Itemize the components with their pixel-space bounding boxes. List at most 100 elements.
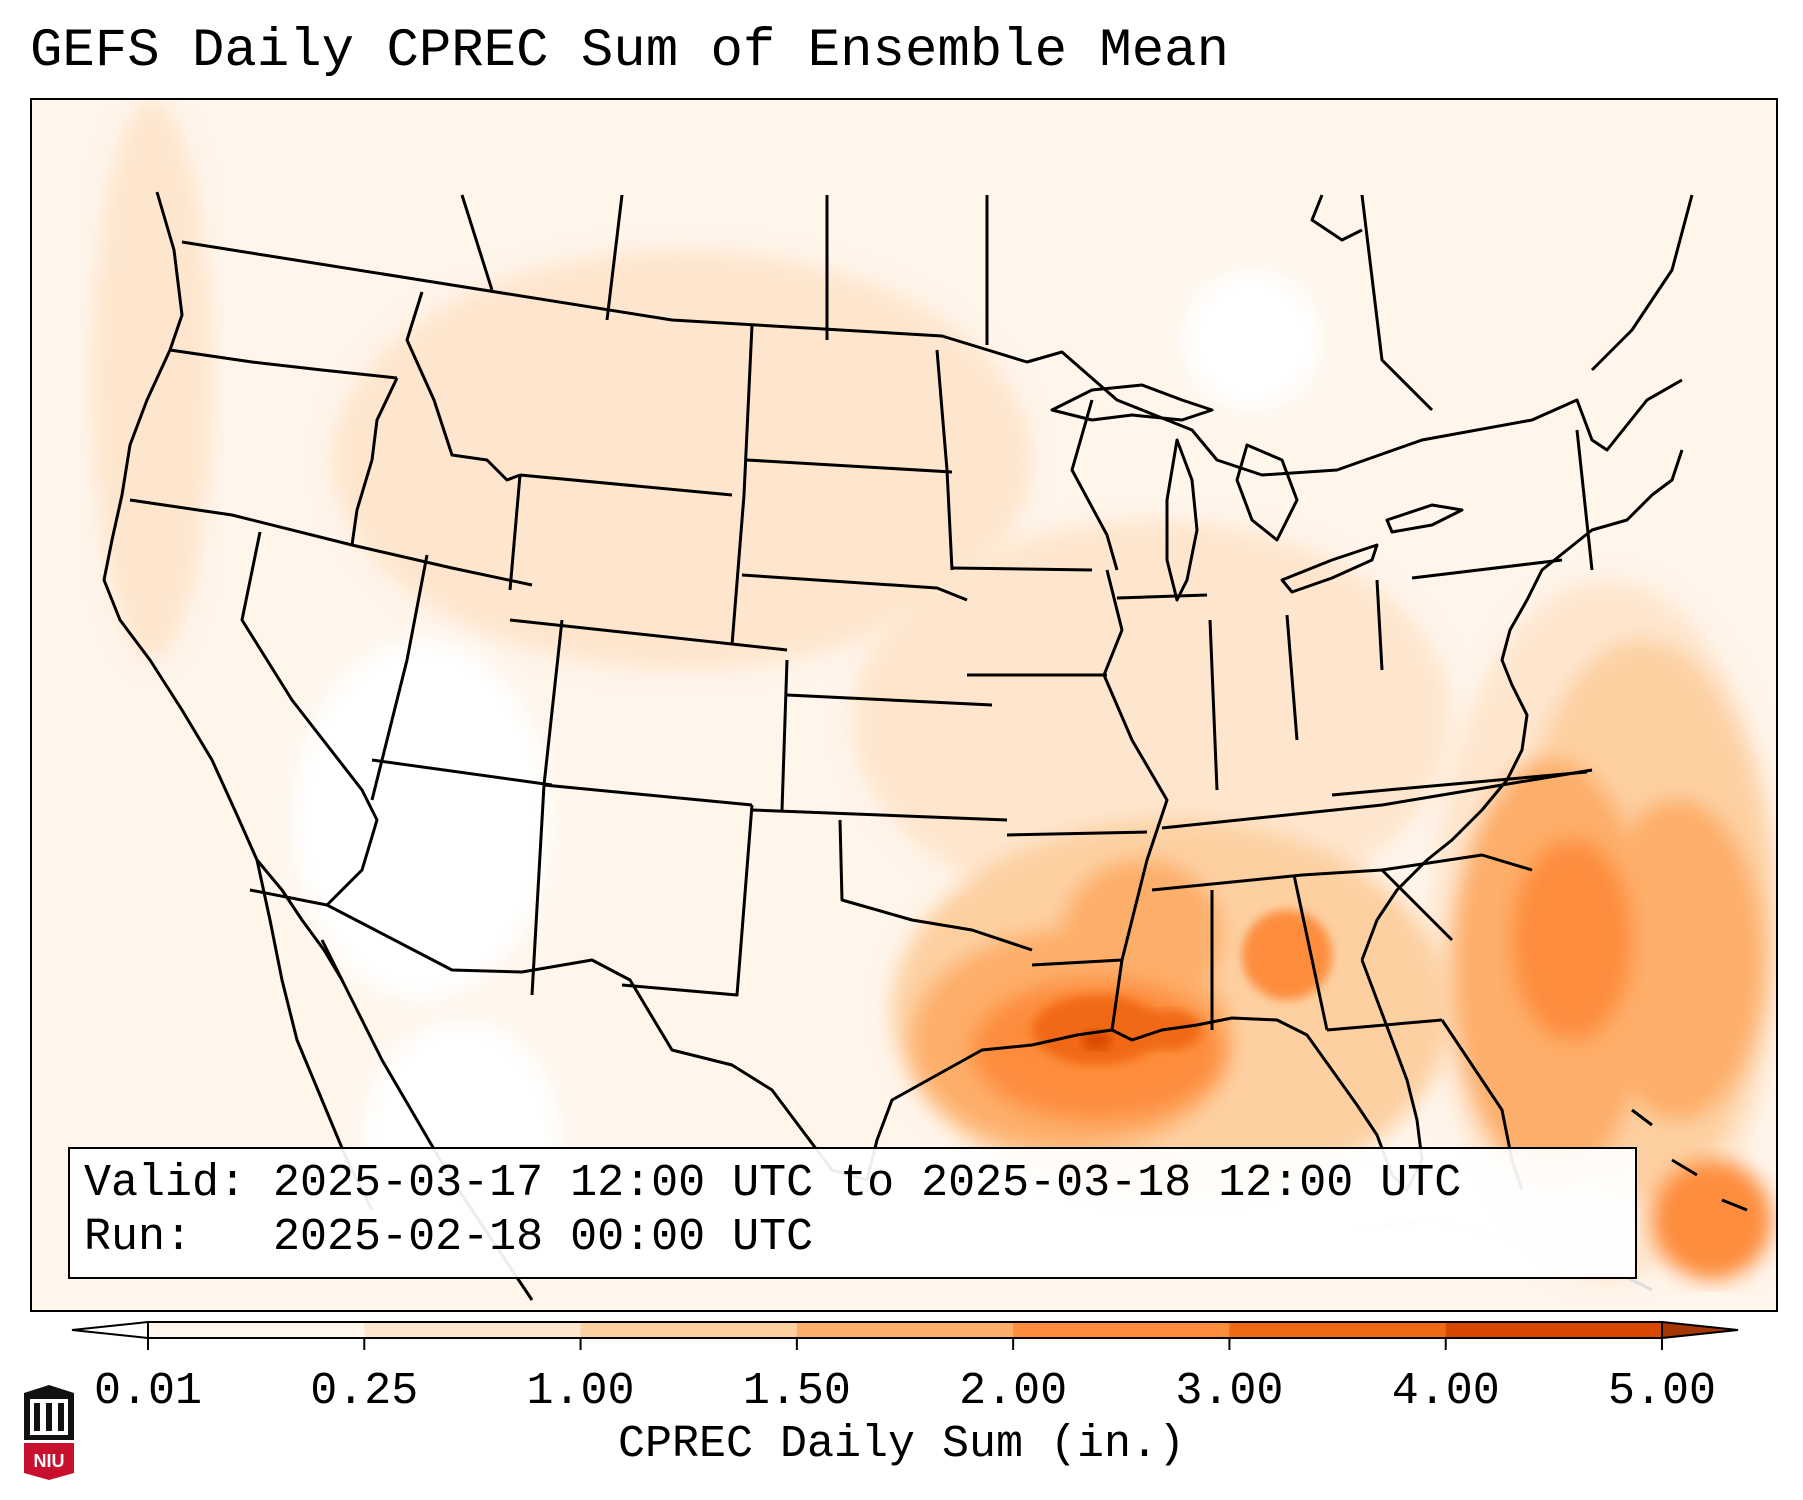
canada-province-5	[1360, 194, 1434, 412]
tn-al-ms-border	[1151, 868, 1383, 892]
niu-logo-text: NIU	[34, 1451, 65, 1471]
colorbar-over-arrow	[1661, 1320, 1739, 1340]
east-coastline	[1360, 449, 1684, 961]
no-precip-region	[1182, 270, 1322, 410]
ga-sc-border	[1380, 868, 1454, 942]
canada-province-1	[460, 194, 494, 291]
precip-region	[1592, 800, 1762, 1120]
lake-superior	[1050, 383, 1214, 422]
colorbar-ticks: 0.01 0.25 1.00 1.50 2.00 3.00 4.00 5.00	[94, 1338, 1716, 1417]
precip-map	[32, 100, 1776, 1310]
co-nm-border	[543, 783, 753, 807]
mt-wy-border	[519, 473, 733, 497]
in-oh-border	[1285, 614, 1299, 741]
precip-field	[32, 100, 1776, 1310]
precip-region	[1242, 910, 1332, 1000]
wy-sd-ne-border	[730, 494, 746, 646]
colorbar-tick-label: 3.00	[1175, 1366, 1283, 1417]
nd-sd-border	[746, 458, 953, 474]
ar-la-border	[1031, 958, 1123, 967]
va-nc-border	[1331, 770, 1588, 797]
map-panel[interactable]: Valid: 2025-03-17 12:00 UTC to 2025-03-1…	[30, 98, 1778, 1312]
colorbar-frame	[147, 1321, 1663, 1339]
colorbar-tick-label: 0.01	[94, 1366, 202, 1417]
colorbar-tick-label: 2.00	[959, 1366, 1067, 1417]
or-id-border	[350, 377, 399, 546]
nv-ut-border	[370, 554, 429, 801]
ca-nv-border	[240, 531, 379, 907]
sd-ne-border	[741, 573, 968, 602]
run-line: Run: 2025-02-18 00:00 UTC	[84, 1211, 1635, 1265]
colorbar-label: CPREC Daily Sum (in.)	[617, 1419, 1186, 1470]
mn-wi-border	[1070, 399, 1119, 571]
colorbar-tick-label: 5.00	[1608, 1366, 1716, 1417]
colorbar-segment	[1229, 1322, 1447, 1338]
run-label: Run:	[84, 1212, 193, 1263]
mississippi-river	[1102, 569, 1169, 1031]
precip-region	[1062, 860, 1222, 1010]
state-borders	[102, 191, 1748, 1301]
lake-michigan	[1165, 438, 1199, 602]
colorbar-tick-label: 0.25	[310, 1366, 418, 1417]
id-wy-border	[508, 474, 522, 591]
ne-ks-border	[786, 693, 993, 707]
il-in-border	[1208, 619, 1219, 791]
lake-huron	[1235, 443, 1299, 542]
az-nm-border	[530, 784, 546, 996]
ks-ok-border	[751, 808, 1008, 822]
or-ca-nv-border	[129, 498, 533, 587]
precip-region	[1512, 840, 1632, 1040]
precip-region	[92, 100, 212, 660]
gulf-coastline	[865, 959, 1424, 1192]
run-value: 2025-02-18 00:00 UTC	[273, 1212, 814, 1263]
nc-sc-border	[1381, 853, 1533, 872]
wy-co-border	[509, 618, 788, 652]
valid-line: Valid: 2025-03-17 12:00 UTC to 2025-03-1…	[84, 1157, 1635, 1211]
ga-fl-border	[1326, 1018, 1443, 1032]
mt-nd-border	[742, 324, 754, 496]
no-precip-region	[292, 640, 552, 1000]
al-ga-border	[1292, 874, 1329, 1031]
pa-ny-border	[1411, 558, 1563, 580]
bahamas	[1631, 1108, 1748, 1212]
mn-ia-border	[951, 566, 1093, 572]
colorbar-under-arrow	[71, 1320, 149, 1340]
colorbar-tick-label: 1.50	[743, 1366, 851, 1417]
colorbar-segment	[1445, 1322, 1663, 1338]
lake-erie	[1280, 543, 1379, 594]
colorbar-segments	[71, 1320, 1739, 1340]
colorbar-tick-label: 1.00	[527, 1366, 635, 1417]
oh-pa-border	[1375, 579, 1384, 671]
nm-tx-border	[621, 804, 754, 997]
colorbar-tick-label: 4.00	[1392, 1366, 1500, 1417]
ut-co-border	[542, 619, 564, 786]
lake-ontario	[1385, 503, 1464, 534]
precip-region	[1652, 1160, 1772, 1280]
valid-label: Valid:	[84, 1158, 247, 1209]
precip-region	[332, 250, 1032, 670]
colorbar-segment	[1013, 1322, 1230, 1338]
niu-tower-icon: NIU	[24, 1385, 74, 1480]
valid-run-info: Valid: 2025-03-17 12:00 UTC to 2025-03-1…	[68, 1147, 1637, 1279]
nd-mn-border	[935, 349, 954, 571]
ok-tx-border	[838, 819, 1033, 952]
ky-tn-border	[1161, 768, 1593, 830]
precip-region	[1082, 1030, 1112, 1050]
valid-value: 2025-03-17 12:00 UTC to 2025-03-18 12:00…	[273, 1158, 1462, 1209]
mo-ar-border	[1006, 830, 1148, 837]
colorbar-segment	[796, 1322, 1014, 1338]
id-mt-border	[405, 291, 521, 482]
colorbar: 0.01 0.25 1.00 1.50 2.00 3.00 4.00 5.00	[71, 1320, 1739, 1417]
co-ks-border	[780, 659, 789, 811]
ut-az-border	[371, 758, 553, 787]
page-title: GEFS Daily CPREC Sum of Ensemble Mean	[30, 21, 1229, 82]
colorbar-segment	[364, 1322, 582, 1338]
us-mexico-border	[249, 888, 868, 1182]
wa-or-border	[169, 348, 398, 380]
colorbar-segment	[148, 1322, 365, 1338]
wi-il-border	[1116, 593, 1208, 600]
ny-new-england-border	[1575, 429, 1594, 571]
labrador-coast	[1590, 194, 1694, 372]
canada-province-2	[605, 194, 624, 321]
colorbar-segment	[580, 1322, 798, 1338]
